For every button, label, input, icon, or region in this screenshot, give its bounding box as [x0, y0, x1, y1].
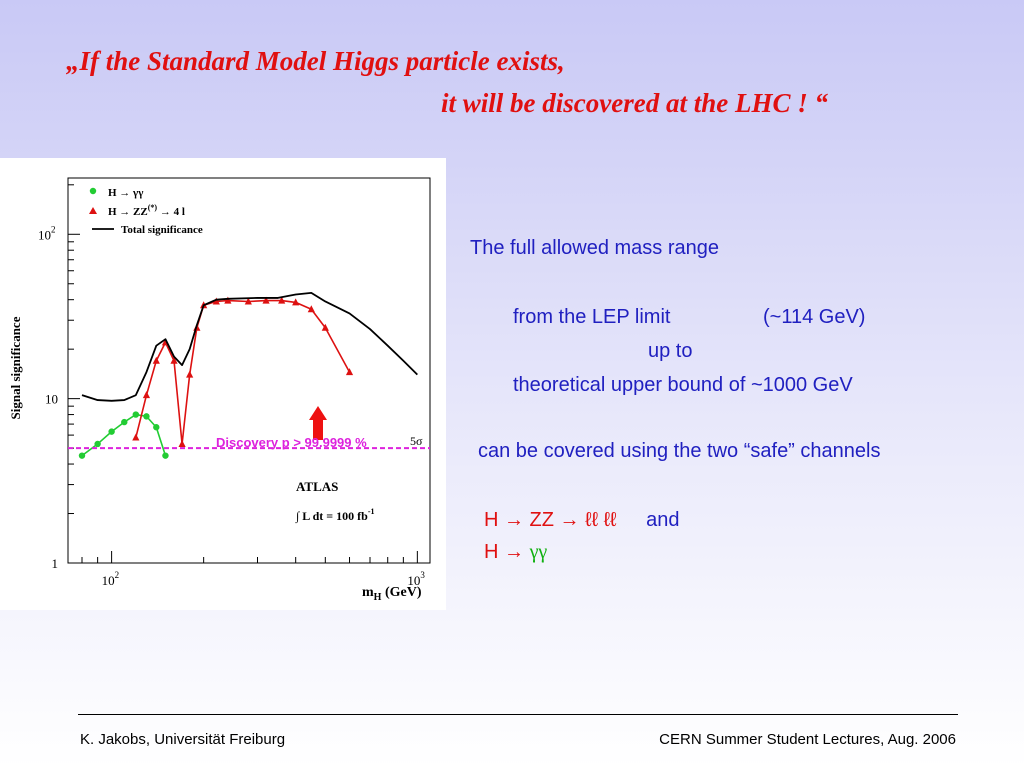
data-point-zz	[152, 356, 160, 364]
data-point-zz	[186, 370, 194, 378]
significance-chart: 102 103 1 10 102 Signal significance mH (GeV) 5…	[8, 177, 431, 603]
data-point-zz	[132, 433, 140, 441]
x-tick-label: 102	[102, 570, 120, 588]
data-point-gamma	[121, 418, 128, 426]
data-point-gamma	[94, 440, 101, 448]
zz-channel-line: H → ZZ → ℓℓ ℓℓ and	[484, 509, 679, 532]
footer-author: K. Jakobs, Universität Freiburg	[80, 731, 286, 748]
data-point-gamma	[132, 411, 140, 418]
data-point-zz	[244, 297, 252, 305]
data-point-gamma	[143, 413, 150, 420]
x-axis-title: mH (GeV)	[362, 585, 422, 603]
data-point-zz	[142, 391, 151, 399]
upper-bound-text: theoretical upper bound of ~1000 GeV	[513, 374, 853, 396]
slide-title-line2: it will be discovered at the LHC ! “	[441, 88, 828, 118]
lep-limit-value: (~114 GeV)	[763, 306, 866, 328]
data-point-gamma	[153, 424, 160, 431]
y-tick-label: 102	[38, 224, 56, 242]
footer-divider	[78, 714, 958, 715]
y-tick-label: 10	[45, 392, 58, 407]
legend-label-gamma: H → γγ	[108, 187, 143, 199]
legend-marker-zz	[89, 207, 97, 214]
series-line-2	[81, 291, 418, 402]
data-point-zz	[212, 297, 220, 305]
and-text: and	[646, 509, 680, 531]
significance-chart-panel: 102 103 1 10 102 Signal significance mH (GeV) 5…	[0, 158, 446, 610]
data-point-zz	[170, 356, 178, 364]
legend-label-zz: H → ZZ(*) → 4 l	[108, 203, 185, 218]
legend-marker-gamma	[89, 187, 97, 195]
slide-title-line1: „If the Standard Model Higgs particle ex…	[66, 46, 565, 76]
y-axis-title: Signal significance	[8, 316, 23, 419]
atlas-label: ATLAS	[296, 479, 338, 494]
gamma-channel-line: H → γγ	[484, 541, 547, 564]
footer-event: CERN Summer Student Lectures, Aug. 2006	[659, 731, 956, 748]
data-point-zz	[345, 368, 354, 376]
luminosity-label: ∫ L dt = 100 fb-1	[295, 507, 374, 523]
data-point-gamma	[162, 452, 169, 459]
zz-channel-label: H → ZZ → ℓℓ ℓℓ	[484, 509, 617, 531]
plot-frame	[67, 177, 431, 564]
data-point-gamma	[78, 452, 86, 459]
data-point-zz	[307, 305, 315, 313]
up-to-text: up to	[648, 340, 693, 362]
lep-limit-text: from the LEP limit	[513, 306, 671, 328]
safe-channels-text: can be covered using the two “safe” chan…	[478, 440, 881, 462]
gamma-channel-prefix: H →	[484, 541, 530, 563]
discovery-arrow	[309, 406, 327, 440]
y-tick-label: 1	[52, 556, 59, 571]
data-point-gamma	[108, 428, 115, 435]
data-point-zz	[321, 323, 329, 331]
gamma-channel-symbol: γγ	[529, 541, 548, 563]
legend-label-total: Total significance	[121, 224, 203, 236]
data-point-zz	[262, 296, 270, 304]
x-tick-label: 103	[407, 570, 425, 588]
data-point-zz	[178, 439, 186, 447]
mass-range-heading: The full allowed mass range	[470, 237, 720, 259]
threshold-label: 5σ	[410, 434, 423, 448]
discovery-label: Discovery p > 99.9999 %	[216, 435, 367, 450]
data-point-zz	[292, 298, 300, 306]
data-point-zz	[278, 296, 286, 304]
data-point-zz	[224, 296, 232, 304]
